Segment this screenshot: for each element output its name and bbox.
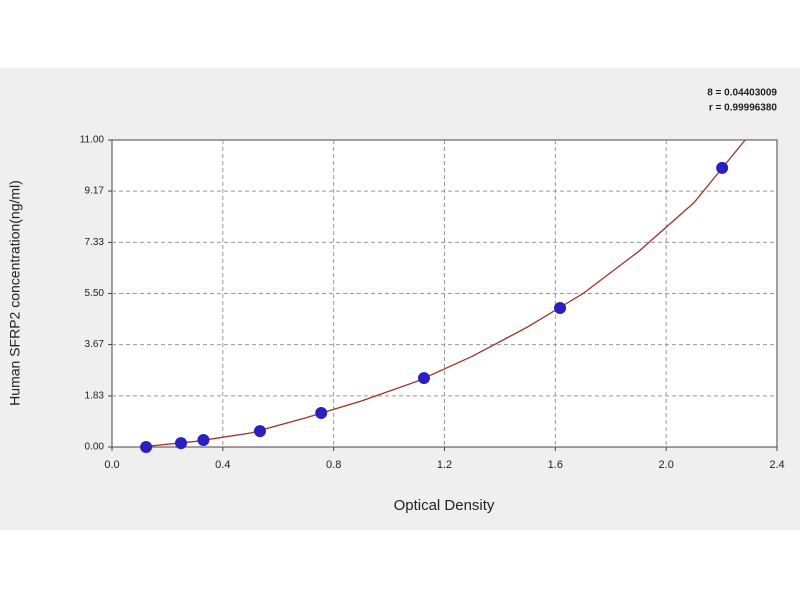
y-tick-label: 3.67	[85, 339, 105, 350]
data-point	[417, 372, 430, 385]
x-tick-label: 1.6	[548, 459, 563, 471]
annotation: r = 0.99996380	[709, 103, 778, 114]
x-tick-label: 0.8	[326, 459, 341, 471]
x-tick-label: 2.4	[769, 459, 784, 471]
y-tick-label: 5.50	[85, 288, 105, 299]
annotation: 8 = 0.04403009	[707, 88, 777, 99]
x-axis-label: Optical Density	[394, 497, 495, 514]
y-tick-label: 1.83	[85, 391, 105, 402]
data-point	[174, 437, 187, 450]
x-tick-label: 2.0	[659, 459, 674, 471]
y-tick-label: 7.33	[85, 237, 105, 248]
x-tick-label: 1.2	[437, 459, 452, 471]
data-point	[197, 434, 210, 447]
data-point	[253, 425, 266, 438]
x-tick-label: 0.4	[215, 459, 230, 471]
data-point	[140, 441, 153, 453]
y-tick-label: 0.00	[85, 442, 105, 453]
fit-curve	[139, 139, 746, 448]
y-tick-label: 9.17	[85, 186, 105, 197]
x-tick-label: 0.0	[104, 459, 119, 471]
data-point	[315, 406, 328, 419]
data-point	[554, 302, 567, 315]
y-axis-label: Human SFRP2 concentration(ng/ml)	[7, 180, 23, 406]
data-point	[716, 161, 729, 174]
y-tick-label: 11.00	[80, 135, 105, 146]
